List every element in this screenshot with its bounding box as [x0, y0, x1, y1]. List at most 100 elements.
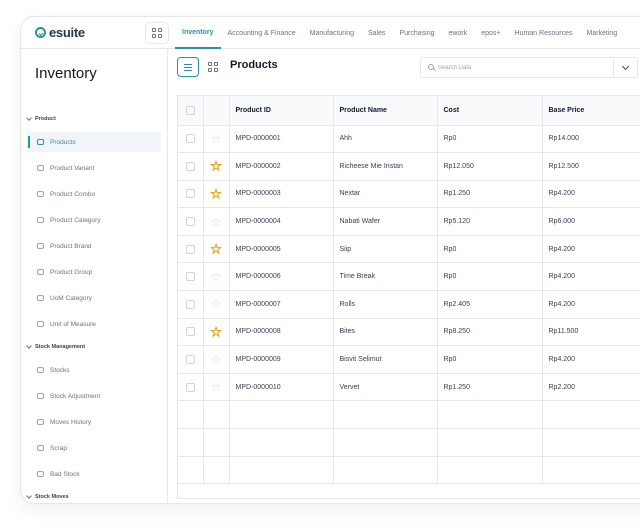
star-icon[interactable]: ☆: [210, 269, 222, 284]
star-icon[interactable]: ★: [210, 159, 222, 174]
sidebar-item-product-variant[interactable]: Product Variant: [27, 158, 161, 178]
section-label: Stock Management: [35, 344, 86, 350]
brand-logo[interactable]: esuite: [35, 25, 85, 40]
star-icon[interactable]: ★: [210, 324, 222, 339]
empty-cell: [542, 456, 640, 485]
product-name-cell: Bites: [333, 318, 438, 347]
nav-purchasing[interactable]: Purchasing: [399, 29, 435, 37]
product-id-cell: MPD-0000001: [229, 125, 334, 154]
row-checkbox[interactable]: [185, 382, 195, 392]
product-group-icon: [37, 269, 44, 275]
search-input[interactable]: [438, 61, 606, 75]
nav-human-resources[interactable]: Human Resources: [514, 29, 573, 37]
row-checkbox[interactable]: [185, 272, 195, 282]
section-product[interactable]: Product: [26, 115, 56, 122]
sidebar-item-uom-category[interactable]: UoM Category: [27, 288, 161, 308]
table-row[interactable]: ☆ MPD-0000007 Rolls Rp2.405 Rp4.200: [178, 290, 640, 319]
main-content: Products Product ID Product Name: [168, 49, 640, 503]
sidebar-item-product-category[interactable]: Product Category: [27, 210, 161, 230]
star-icon[interactable]: ☆: [210, 380, 222, 395]
favorite-cell: ☆: [203, 125, 230, 154]
nav-ework[interactable]: ework: [448, 29, 468, 37]
list-view-button[interactable]: [177, 57, 199, 77]
stock-adjustment-icon: [37, 393, 44, 399]
row-checkbox[interactable]: [185, 189, 195, 199]
sidebar-item-label: Product Group: [50, 268, 93, 276]
row-checkbox[interactable]: [185, 299, 195, 309]
table-row[interactable]: ★ MPD-0000005 Siip Rp0 Rp4.200: [178, 235, 640, 264]
star-icon[interactable]: ☆: [210, 131, 222, 146]
chevron-down-icon: [26, 493, 32, 499]
star-icon[interactable]: ☆: [210, 352, 222, 367]
column-header-product-name[interactable]: Product Name: [333, 96, 438, 126]
row-checkbox[interactable]: [185, 327, 195, 337]
sidebar-item-moves-history[interactable]: Moves History: [27, 412, 161, 432]
table-row[interactable]: ☆ MPD-0000009 Bisvit Selimut Rp0 Rp4.200: [178, 345, 640, 374]
star-icon[interactable]: ☆: [210, 214, 222, 229]
sidebar-item-unit-of-measure[interactable]: Unit of Measure: [27, 314, 161, 334]
sidebar-item-stock-adjustment[interactable]: Stock Adjustment: [27, 386, 161, 406]
sidebar-item-products[interactable]: Products: [27, 132, 161, 152]
sidebar-item-label: Bad Stock: [50, 470, 80, 478]
table-row[interactable]: ★ MPD-0000003 Nextar Rp1.250 Rp4.200: [178, 180, 640, 209]
table-row[interactable]: ☆ MPD-0000006 Time Break Rp0 Rp4.200: [178, 262, 640, 292]
row-checkbox[interactable]: [185, 134, 195, 144]
empty-table-row: [178, 400, 640, 430]
sidebar-item-stocks[interactable]: Stocks: [27, 360, 161, 380]
top-bar: esuite Inventory Accounting & Finance Ma…: [21, 17, 640, 49]
logo-icon: [35, 27, 46, 38]
scrap-icon: [37, 445, 44, 451]
star-icon[interactable]: ★: [210, 242, 222, 257]
grid-view-icon[interactable]: [208, 62, 218, 72]
nav-accounting-finance[interactable]: Accounting & Finance: [227, 29, 296, 37]
nav-manufacturing[interactable]: Manufacturing: [309, 29, 354, 37]
products-table: Product ID Product Name Cost Base Price …: [177, 95, 640, 499]
product-name-cell: Rolls: [333, 290, 438, 319]
nav-sales[interactable]: Sales: [367, 29, 386, 37]
product-name-cell: Nextar: [333, 180, 438, 209]
table-row[interactable]: ☆ MPD-0000001 Ahh Rp0 Rp14.000: [178, 125, 640, 154]
row-checkbox[interactable]: [185, 217, 195, 227]
favorite-cell: ☆: [203, 207, 230, 236]
section-stock-management[interactable]: Stock Management: [26, 343, 86, 350]
empty-cell: [229, 456, 334, 485]
row-checkbox[interactable]: [185, 161, 195, 171]
empty-cell: [229, 400, 334, 430]
base-price-cell: Rp4.200: [542, 235, 640, 264]
product-name-cell: Vervet: [333, 373, 438, 402]
search-filter-dropdown[interactable]: [613, 58, 637, 77]
row-select-cell: [178, 235, 204, 264]
empty-cell: [178, 428, 204, 457]
nav-epos[interactable]: epos+: [481, 29, 501, 37]
cost-cell: Rp1.250: [437, 180, 543, 209]
section-label: Product: [35, 116, 56, 122]
row-checkbox[interactable]: [185, 244, 195, 254]
column-header-product-id[interactable]: Product ID: [229, 96, 334, 126]
table-row[interactable]: ★ MPD-0000002 Richeese Mie Instan Rp12.050 R…: [178, 152, 640, 181]
sidebar-item-product-group[interactable]: Product Group: [27, 262, 161, 282]
column-header-cost[interactable]: Cost: [437, 96, 543, 126]
select-all-checkbox[interactable]: [185, 105, 195, 115]
section-stock-moves[interactable]: Stock Moves: [26, 493, 69, 500]
sidebar-item-scrap[interactable]: Scrap: [27, 438, 161, 458]
table-row[interactable]: ★ MPD-0000008 Bites Rp8.250 Rp11.500: [178, 318, 640, 347]
nav-inventory[interactable]: Inventory: [175, 17, 221, 49]
base-price-cell: Rp4.200: [542, 180, 640, 209]
favorite-cell: ★: [203, 152, 230, 181]
chevron-down-icon: [621, 62, 630, 70]
sidebar-item-bad-stock[interactable]: Bad Stock: [27, 464, 161, 484]
column-header-base-price[interactable]: Base Price: [542, 96, 640, 126]
sidebar-item-product-brand[interactable]: Product Brand: [27, 236, 161, 256]
table-row[interactable]: ☆ MPD-0000010 Vervet Rp1.250 Rp2.200: [178, 373, 640, 402]
product-variant-icon: [37, 165, 44, 171]
cost-cell: Rp5.120: [437, 207, 543, 236]
nav-marketing[interactable]: Marketing: [586, 29, 618, 37]
row-checkbox[interactable]: [185, 355, 195, 365]
empty-cell: [178, 456, 204, 485]
sidebar-item-product-combo[interactable]: Product Combo: [27, 184, 161, 204]
star-icon[interactable]: ★: [210, 186, 222, 201]
app-switcher-button[interactable]: [145, 22, 169, 44]
star-icon[interactable]: ☆: [210, 297, 222, 312]
table-row[interactable]: ☆ MPD-0000004 Nabati Wafer Rp5.120 Rp6.000: [178, 207, 640, 236]
sidebar-item-label: Scrap: [50, 444, 67, 452]
